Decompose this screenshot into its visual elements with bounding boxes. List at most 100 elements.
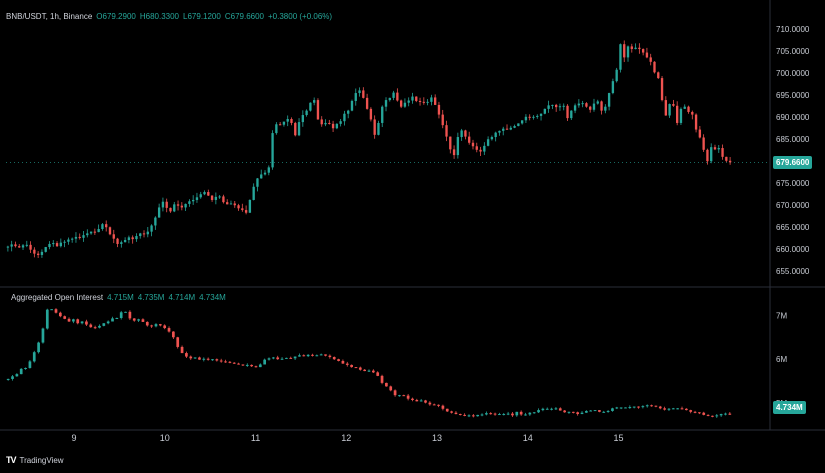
candle-body [563, 410, 566, 413]
candle-body [585, 410, 588, 413]
candle-body [519, 411, 523, 415]
candle-body [367, 370, 371, 372]
candle-body [55, 243, 59, 247]
candle-body [715, 415, 719, 417]
candle-body [93, 231, 97, 233]
candle-body [430, 97, 433, 102]
candle-body [392, 92, 395, 98]
candle-body [702, 412, 706, 415]
candle-body [248, 199, 252, 213]
price-legend: BNB/USDT, 1h, Binance O679.2900 H680.330… [6, 12, 332, 21]
candle-body [267, 358, 271, 360]
candle-body [21, 245, 25, 248]
candle-body [185, 353, 188, 357]
candle-body [602, 411, 606, 413]
candle-body [509, 127, 512, 130]
candle-body [210, 195, 214, 200]
candle-body [517, 123, 520, 127]
candle-body [135, 236, 138, 240]
candle-body [112, 234, 115, 239]
candle-body [536, 115, 539, 117]
candle-body [54, 309, 58, 313]
candle-body [282, 121, 286, 125]
grid [0, 0, 825, 431]
candle-body [193, 357, 197, 359]
oi-value-3: 4.714M [168, 293, 196, 302]
price-tick-label: 665.0000 [776, 223, 810, 232]
candle-body [532, 412, 536, 414]
candle-body [506, 413, 510, 415]
candle-body [332, 357, 336, 360]
candle-body [502, 128, 505, 131]
candle-body [388, 97, 391, 101]
candle-body [475, 146, 478, 150]
candle-body [206, 358, 210, 360]
candle-body [180, 346, 184, 354]
candle-body [102, 323, 106, 326]
candle-body [335, 123, 339, 129]
candle-body [505, 128, 509, 130]
candle-body [685, 408, 688, 411]
candle-body [476, 414, 480, 417]
candle-body [199, 194, 202, 198]
high-value: H680.3300 [139, 12, 180, 21]
candle-body [660, 78, 664, 101]
candle-body [286, 119, 289, 122]
price-tick-label: 710.0000 [776, 25, 810, 34]
candle-body [297, 122, 301, 136]
candle-body [598, 410, 601, 412]
candle-body [511, 413, 514, 416]
candle-body [237, 205, 240, 209]
candle-body [419, 400, 423, 402]
candle-body [418, 100, 422, 102]
candle-body [539, 113, 543, 116]
candle-body [468, 136, 471, 143]
candle-body [263, 172, 267, 175]
candle-body [600, 101, 603, 111]
candle-body [137, 319, 140, 321]
candle-body [341, 360, 345, 364]
candle-body [615, 69, 618, 82]
candle-body [691, 111, 694, 115]
candle-body [445, 125, 448, 137]
oi-tick-label: 6M [776, 355, 787, 364]
candle-body [252, 186, 255, 200]
price-tick-label: 705.0000 [776, 47, 810, 56]
candle-body [710, 147, 713, 162]
candle-body [52, 243, 55, 245]
candle-body [554, 408, 558, 410]
candle-body [449, 136, 452, 150]
candle-body [520, 120, 524, 124]
tradingview-logo[interactable]: TV TradingView [6, 455, 64, 465]
candle-body [345, 363, 349, 365]
candle-body [165, 201, 168, 208]
candle-body [398, 395, 401, 397]
oi-tick-label: 7M [776, 311, 787, 320]
candle-body [18, 246, 21, 248]
candle-body [632, 406, 636, 408]
candle-body [402, 395, 406, 397]
candle-body [450, 411, 453, 413]
candle-body [585, 103, 588, 107]
candle-body [604, 106, 607, 111]
candle-body [214, 196, 218, 200]
candle-body [411, 96, 414, 101]
candle-body [479, 149, 482, 152]
candle-body [528, 116, 531, 118]
candle-body [85, 321, 88, 325]
candle-body [305, 110, 308, 116]
candle-body [698, 412, 701, 414]
candle-body [82, 235, 85, 238]
candle-body [645, 52, 649, 58]
candle-body [93, 327, 97, 329]
candle-body [226, 202, 229, 205]
candle-body [371, 370, 375, 373]
candle-body [711, 415, 714, 417]
price-tick-label: 660.0000 [776, 245, 810, 254]
candle-body [623, 44, 626, 58]
candle-body [237, 363, 240, 365]
candle-body [580, 412, 584, 415]
candle-body [45, 309, 49, 329]
candle-body [576, 412, 580, 415]
